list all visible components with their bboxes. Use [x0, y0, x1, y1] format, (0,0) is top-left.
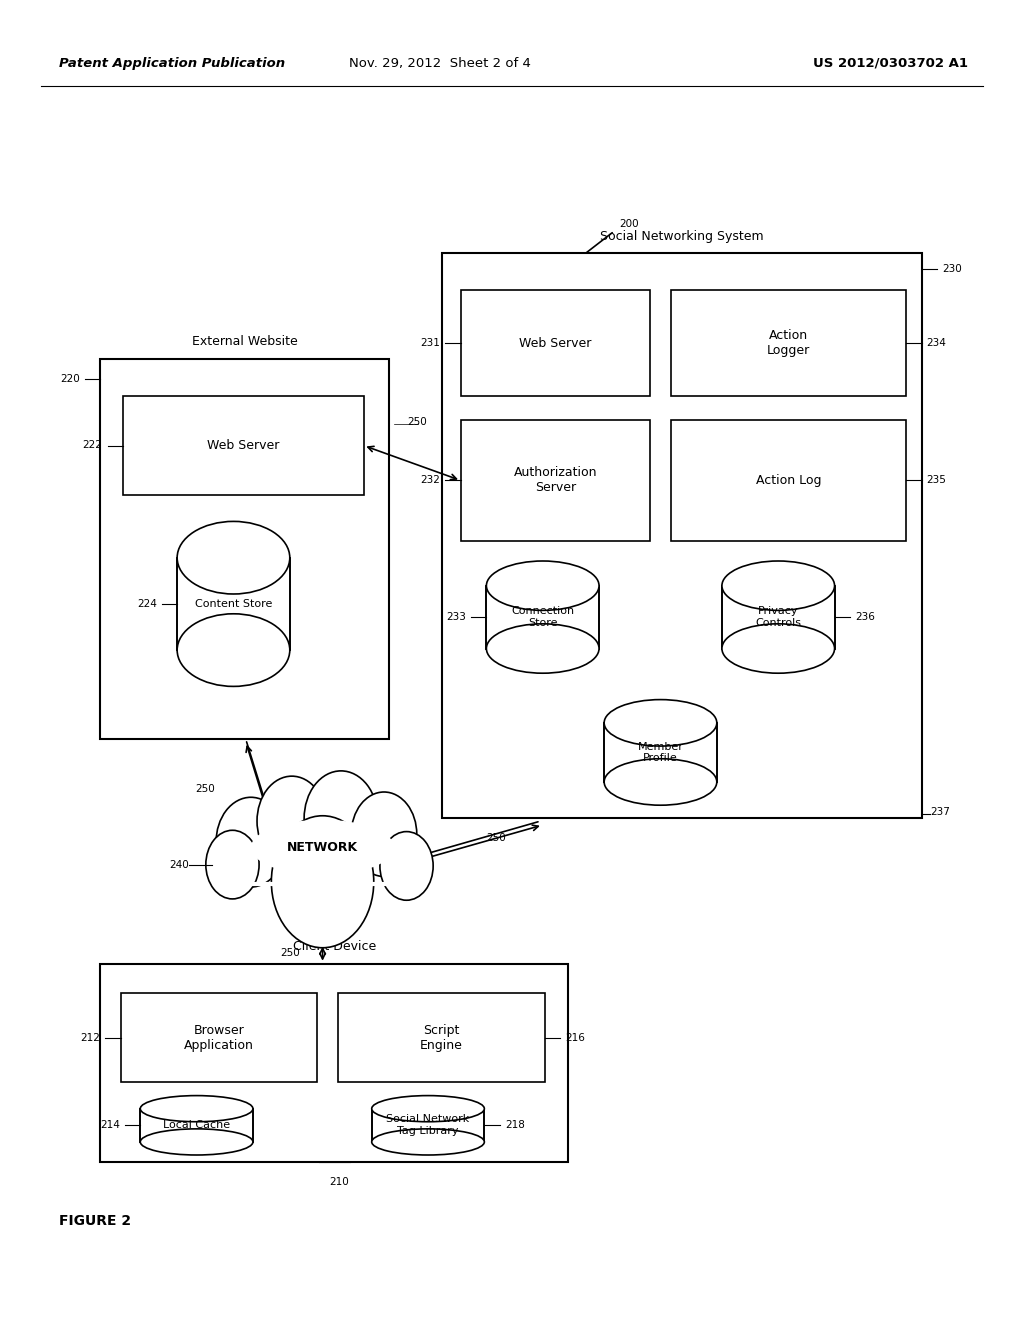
Circle shape: [257, 776, 327, 866]
Text: Social Networking System: Social Networking System: [600, 230, 764, 243]
Bar: [671, 290, 906, 396]
Text: External Website: External Website: [191, 335, 298, 348]
Bar: [461, 290, 650, 396]
Bar: [722, 586, 835, 648]
Text: 210: 210: [330, 1177, 349, 1188]
Ellipse shape: [230, 813, 415, 887]
Bar: [140, 1109, 253, 1142]
Text: Web Server: Web Server: [207, 440, 280, 451]
Text: 231: 231: [421, 338, 440, 348]
Text: Patent Application Publication: Patent Application Publication: [59, 57, 286, 70]
Text: Nov. 29, 2012  Sheet 2 of 4: Nov. 29, 2012 Sheet 2 of 4: [349, 57, 531, 70]
Bar: [100, 964, 568, 1162]
Text: Local Cache: Local Cache: [163, 1121, 230, 1130]
Text: 250: 250: [407, 417, 427, 428]
Bar: [461, 420, 650, 541]
Ellipse shape: [722, 624, 835, 673]
Text: Social Network
Tag Library: Social Network Tag Library: [386, 1114, 470, 1137]
Text: 250: 250: [486, 833, 506, 843]
Text: 250: 250: [281, 948, 300, 958]
Circle shape: [380, 832, 433, 900]
Text: 218: 218: [505, 1121, 524, 1130]
Text: 200: 200: [620, 219, 639, 230]
Text: 216: 216: [565, 1032, 585, 1043]
Text: Connection
Store: Connection Store: [511, 606, 574, 628]
Bar: [486, 586, 599, 648]
Ellipse shape: [486, 561, 599, 610]
Circle shape: [206, 830, 259, 899]
Ellipse shape: [140, 1096, 253, 1122]
Bar: [121, 993, 317, 1082]
Ellipse shape: [372, 1096, 484, 1122]
Text: Action Log: Action Log: [756, 474, 821, 487]
Text: 235: 235: [927, 475, 946, 486]
Bar: [338, 993, 545, 1082]
Ellipse shape: [604, 700, 717, 746]
Bar: [100, 359, 389, 739]
Text: FIGURE 2: FIGURE 2: [59, 1214, 131, 1228]
Bar: [671, 420, 906, 541]
Ellipse shape: [251, 820, 394, 875]
Text: 214: 214: [100, 1121, 120, 1130]
Circle shape: [271, 816, 374, 948]
Text: 220: 220: [60, 374, 80, 384]
Text: 224: 224: [137, 599, 157, 609]
Ellipse shape: [604, 759, 717, 805]
Text: 232: 232: [421, 475, 440, 486]
Text: Content Store: Content Store: [195, 599, 272, 609]
Text: 212: 212: [81, 1032, 100, 1043]
Text: NETWORK: NETWORK: [287, 841, 358, 854]
Text: 233: 233: [446, 612, 466, 622]
Text: 222: 222: [83, 441, 102, 450]
Ellipse shape: [372, 1129, 484, 1155]
Text: 250: 250: [196, 784, 215, 795]
Bar: [442, 253, 922, 818]
Ellipse shape: [486, 624, 599, 673]
Circle shape: [216, 797, 286, 887]
Text: Script
Engine: Script Engine: [420, 1023, 463, 1052]
Text: Authorization
Server: Authorization Server: [514, 466, 597, 495]
Text: Browser
Application: Browser Application: [184, 1023, 254, 1052]
Text: 240: 240: [170, 859, 189, 870]
Ellipse shape: [140, 1129, 253, 1155]
Text: 234: 234: [927, 338, 946, 348]
Text: 230: 230: [942, 264, 962, 275]
Text: Web Server: Web Server: [519, 337, 592, 350]
Text: 236: 236: [855, 612, 874, 622]
Ellipse shape: [177, 614, 290, 686]
Bar: [604, 723, 717, 781]
Circle shape: [304, 771, 378, 866]
Text: Member
Profile: Member Profile: [638, 742, 683, 763]
Text: US 2012/0303702 A1: US 2012/0303702 A1: [813, 57, 968, 70]
Ellipse shape: [722, 561, 835, 610]
Text: Privacy
Controls: Privacy Controls: [756, 606, 801, 628]
Circle shape: [351, 792, 417, 876]
Ellipse shape: [177, 521, 290, 594]
Text: Action
Logger: Action Logger: [767, 329, 810, 358]
Text: 237: 237: [930, 807, 949, 817]
Bar: [123, 396, 364, 495]
Text: Client Device: Client Device: [293, 940, 376, 953]
Bar: [177, 557, 290, 651]
Bar: [372, 1109, 484, 1142]
